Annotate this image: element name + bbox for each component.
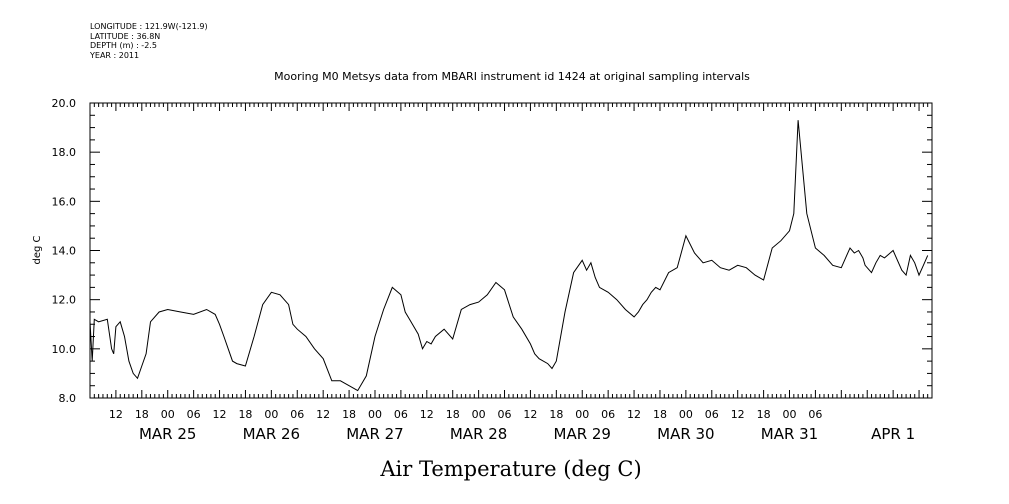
x-date-label: MAR 31 (761, 425, 818, 443)
y-tick-label: 14.0 (52, 245, 77, 258)
metadata-block: LONGITUDE : 121.9W(-121.9) LATITUDE : 36… (90, 22, 208, 60)
x-hour-label: 00 (783, 408, 797, 421)
x-date-label: MAR 29 (554, 425, 611, 443)
x-axis-label: Air Temperature (deg C) (379, 457, 641, 481)
x-hour-label: 06 (705, 408, 719, 421)
y-tick-label: 10.0 (52, 343, 77, 356)
x-date-label: MAR 26 (243, 425, 300, 443)
x-date-label: MAR 27 (346, 425, 403, 443)
depth-label: DEPTH (m) : -2.5 (90, 41, 157, 50)
x-hour-label: 18 (757, 408, 771, 421)
y-tick-label: 20.0 (52, 97, 77, 110)
plot-frame (89, 102, 933, 399)
x-hour-label: 00 (575, 408, 589, 421)
x-hour-label: 06 (290, 408, 304, 421)
x-hour-label: 00 (264, 408, 278, 421)
x-date-label: MAR 25 (139, 425, 196, 443)
x-hour-label: 06 (808, 408, 822, 421)
x-date-label: MAR 28 (450, 425, 507, 443)
latitude-label: LATITUDE : 36.8N (90, 31, 161, 41)
x-date-label: MAR 30 (657, 425, 714, 443)
y-axis-label: deg C (32, 235, 43, 264)
x-hour-label: 12 (213, 408, 227, 421)
x-hour-label: 18 (238, 408, 252, 421)
x-hour-label: 00 (472, 408, 486, 421)
x-hour-label: 12 (523, 408, 537, 421)
y-tick-label: 16.0 (52, 195, 77, 208)
x-hour-label: 06 (187, 408, 201, 421)
x-hour-label: 12 (316, 408, 330, 421)
y-tick-label: 18.0 (52, 146, 77, 159)
x-date-label: APR 1 (871, 425, 915, 443)
x-hour-label: 18 (135, 408, 149, 421)
y-axis: 8.0 10.0 12.0 14.0 16.0 18.0 20.0 (52, 97, 932, 405)
x-hour-label: 18 (653, 408, 667, 421)
y-tick-label: 12.0 (52, 294, 77, 307)
x-hour-label: 06 (394, 408, 408, 421)
x-hour-label: 18 (342, 408, 356, 421)
x-hour-label: 00 (368, 408, 382, 421)
x-hour-label: 12 (420, 408, 434, 421)
y-tick-label: 8.0 (59, 392, 77, 405)
x-hour-label: 12 (627, 408, 641, 421)
x-hour-label: 06 (498, 408, 512, 421)
x-hour-label: 00 (679, 408, 693, 421)
longitude-label: LONGITUDE : 121.9W(-121.9) (90, 22, 208, 31)
x-hour-label: 12 (109, 408, 123, 421)
year-label: YEAR : 2011 (90, 50, 140, 60)
x-hour-label: 18 (446, 408, 460, 421)
series-line (89, 120, 929, 392)
x-hour-label: 12 (731, 408, 745, 421)
x-hour-label: 00 (161, 408, 175, 421)
x-hour-label: 06 (601, 408, 615, 421)
x-hour-label: 18 (549, 408, 563, 421)
chart-title: Mooring M0 Metsys data from MBARI instru… (274, 70, 750, 83)
x-axis: 12 18 00 06 12 18 00 06 12 18 00 06 12 18 00 06 12 18 00 06… (89, 103, 933, 443)
